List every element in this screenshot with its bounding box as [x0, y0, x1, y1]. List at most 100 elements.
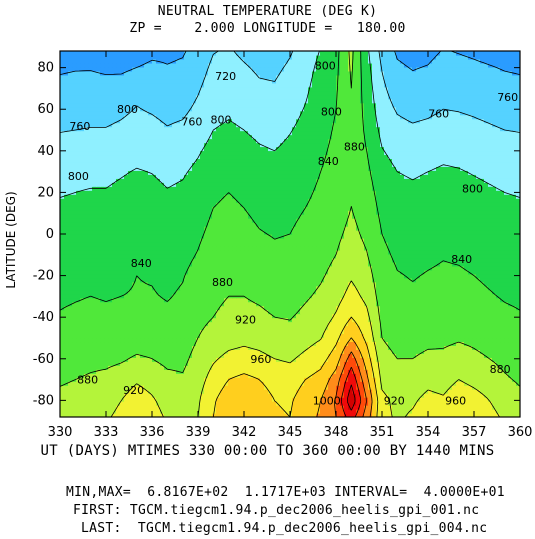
- field-cell: [200, 257, 205, 263]
- field-cell: [496, 293, 501, 299]
- field-cell: [420, 397, 425, 402]
- field-cell: [180, 373, 185, 378]
- field-cell: [252, 265, 257, 271]
- field-cell: [144, 413, 149, 417]
- field-cell: [76, 357, 81, 362]
- field-cell: [148, 289, 153, 295]
- field-cell: [452, 373, 457, 378]
- field-cell: [368, 245, 373, 251]
- field-cell: [444, 337, 449, 343]
- field-cell: [112, 397, 117, 402]
- field-cell: [376, 249, 381, 255]
- field-cell: [432, 265, 437, 271]
- field-cell: [268, 397, 273, 402]
- field-cell: [424, 325, 429, 331]
- field-cell: [228, 273, 233, 279]
- field-cell: [488, 313, 493, 319]
- field-cell: [448, 297, 453, 303]
- field-cell: [176, 317, 181, 323]
- field-cell: [108, 321, 113, 327]
- field-cell: [376, 329, 381, 335]
- field-cell: [468, 293, 473, 299]
- field-cell: [448, 257, 453, 263]
- field-cell: [428, 273, 433, 279]
- field-cell: [120, 321, 125, 327]
- field-cell: [352, 413, 357, 417]
- field-cell: [272, 325, 277, 331]
- field-cell: [292, 285, 297, 291]
- field-cell: [296, 321, 301, 327]
- field-cell: [388, 345, 393, 350]
- field-cell: [136, 269, 141, 275]
- field-cell: [432, 277, 437, 283]
- field-cell: [168, 409, 173, 414]
- field-cell: [220, 245, 225, 251]
- field-cell: [340, 321, 345, 327]
- field-cell: [328, 397, 333, 402]
- field-cell: [364, 329, 369, 335]
- field-cell: [308, 269, 313, 275]
- field-cell: [280, 309, 285, 315]
- field-cell: [60, 333, 65, 339]
- field-cell: [408, 357, 413, 362]
- field-cell: [256, 397, 261, 402]
- field-cell: [336, 253, 341, 259]
- field-cell: [184, 281, 189, 287]
- field-cell: [184, 401, 189, 406]
- field-cell: [424, 309, 429, 315]
- field-cell: [424, 377, 429, 382]
- field-cell: [448, 245, 453, 251]
- field-cell: [404, 341, 409, 346]
- field-cell: [184, 293, 189, 299]
- field-cell: [160, 313, 165, 319]
- field-cell: [424, 369, 429, 374]
- field-cell: [332, 261, 337, 267]
- field-cell: [136, 373, 141, 378]
- field-cell: [244, 305, 249, 311]
- field-cell: [116, 349, 121, 354]
- field-cell: [276, 257, 281, 263]
- field-cell: [232, 365, 237, 370]
- field-cell: [312, 285, 317, 291]
- field-cell: [96, 337, 101, 343]
- field-cell: [228, 393, 233, 398]
- field-cell: [196, 337, 201, 343]
- field-cell: [176, 245, 181, 251]
- field-cell: [176, 337, 181, 343]
- field-cell: [472, 301, 477, 307]
- field-cell: [428, 289, 433, 295]
- field-cell: [276, 341, 281, 346]
- field-cell: [148, 401, 153, 406]
- field-cell: [96, 309, 101, 315]
- field-cell: [184, 405, 189, 410]
- field-cell: [308, 273, 313, 279]
- field-cell: [284, 297, 289, 303]
- field-cell: [156, 397, 161, 402]
- field-cell: [436, 409, 441, 414]
- field-cell: [440, 297, 445, 303]
- field-cell: [204, 337, 209, 343]
- field-cell: [472, 341, 477, 346]
- field-cell: [68, 345, 73, 350]
- field-cell: [368, 301, 373, 307]
- field-cell: [232, 321, 237, 327]
- field-cell: [488, 365, 493, 370]
- field-cell: [412, 289, 417, 295]
- field-cell: [512, 349, 517, 354]
- field-cell: [132, 277, 137, 283]
- field-cell: [480, 313, 485, 319]
- field-cell: [436, 405, 441, 410]
- field-cell: [108, 305, 113, 311]
- field-cell: [472, 249, 477, 255]
- field-cell: [300, 297, 305, 303]
- field-cell: [68, 369, 73, 374]
- field-cell: [148, 369, 153, 374]
- field-cell: [496, 329, 501, 335]
- field-cell: [180, 321, 185, 327]
- field-cell: [236, 333, 241, 339]
- field-cell: [336, 357, 341, 362]
- field-cell: [68, 349, 73, 354]
- field-cell: [400, 357, 405, 362]
- field-cell: [160, 357, 165, 362]
- field-cell: [412, 257, 417, 263]
